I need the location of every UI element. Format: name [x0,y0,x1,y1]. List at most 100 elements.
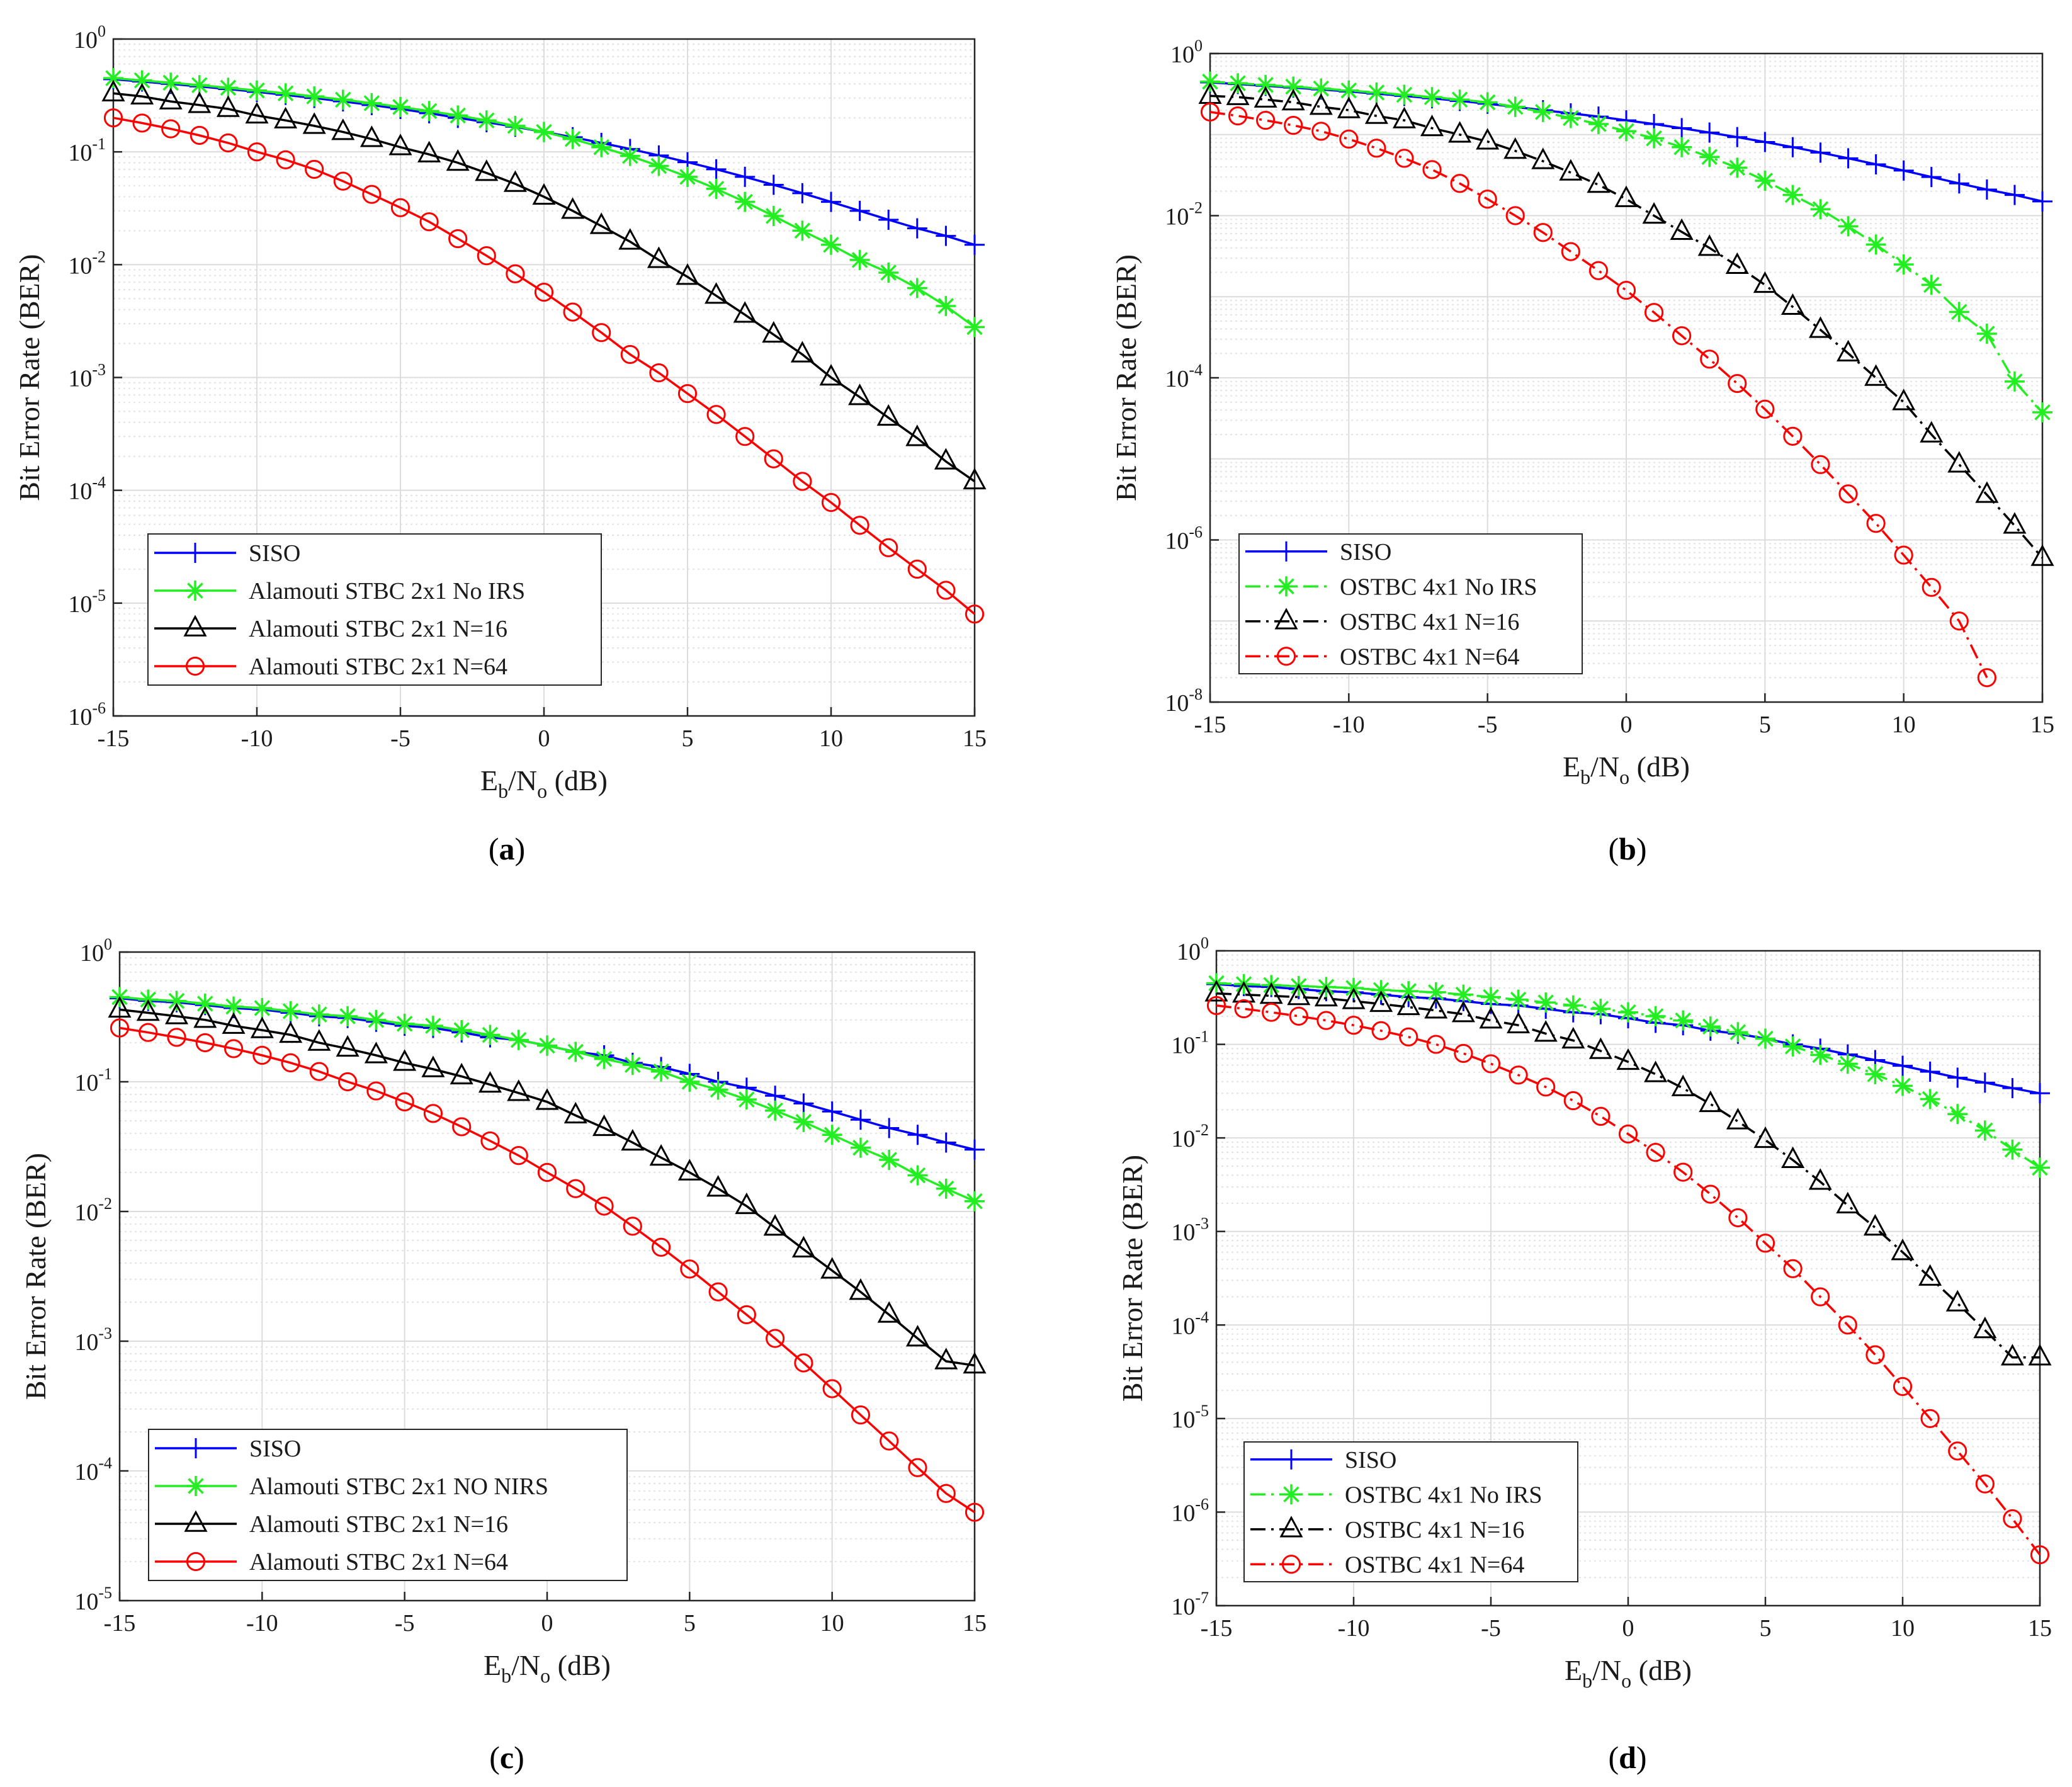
data-point [877,1301,901,1323]
data-point [159,88,183,110]
data-point [1811,455,1830,474]
data-point [2004,184,2025,205]
data-point [677,383,698,404]
data-point [190,125,209,145]
data-point [1726,1108,1750,1130]
data-point [1309,93,1333,115]
data-point [216,95,240,117]
data-point [222,1012,246,1034]
data-point [1394,84,1415,105]
legend-label: SISO [249,540,300,567]
data-point [1311,78,1332,99]
data-point [1808,316,1832,338]
legend-box [148,1429,628,1581]
data-point [388,133,412,156]
series-line [1216,1004,2041,1556]
y-axis-label: Bit Error Rate (BER) [1110,254,1142,501]
panel-caption: (c) [489,1740,524,1775]
data-point [448,105,468,126]
data-point [594,1048,614,1069]
data-point [1420,115,1444,137]
data-point [475,159,499,181]
data-point [1921,167,1942,188]
data-point [963,467,987,490]
y-tick-label: 10-6 [68,699,106,730]
data-point [647,246,671,268]
data-point [651,1061,672,1082]
data-point [450,1062,473,1085]
data-point [2030,1083,2050,1104]
data-point [622,1055,643,1075]
x-axis-label: Eb/No (dB) [480,764,608,802]
data-point [822,1125,842,1145]
data-point [1755,170,1775,191]
data-point [821,492,841,513]
y-tick-label: 10-2 [68,247,106,279]
data-point [879,1118,900,1138]
data-point [1398,981,1419,1002]
legend: SISO Alamouti STBC 2x1 No IRS Alamouti STB… [147,533,602,686]
data-point [1532,101,1553,122]
x-tick-label: 5 [1759,712,1771,738]
legend-label: Alamouti STBC 2x1 N=16 [249,616,507,642]
data-point [936,581,956,600]
data-point [1366,82,1387,103]
data-point [2032,191,2052,212]
data-point [1782,137,1803,157]
data-point [876,404,900,426]
data-point [1865,1345,1885,1364]
data-point [535,1088,559,1110]
legend-label: OSTBC 4x1 No IRS [1340,574,1537,600]
data-point [280,1001,301,1021]
data-point [792,220,813,241]
y-tick-label: 10-2 [74,1194,112,1226]
x-tick-label: -15 [1201,1615,1233,1642]
x-tick-label: 15 [2028,1615,2052,1642]
chart-panel-d: -15 -10 -5 0 5 10 15 100 10-1 10-2 10-3 10-4 10-5 10-… [1116,934,2052,1775]
data-point [1837,1053,1858,1074]
data-point [735,1192,759,1215]
data-point [706,1175,730,1197]
legend-marker [1274,608,1298,630]
data-point [965,1191,985,1211]
data-point [1645,1006,1666,1026]
legend-label: Alamouti STBC 2x1 NO NIRS [249,1473,548,1500]
data-point [1672,326,1692,346]
data-point [361,93,382,113]
data-point [566,1179,586,1198]
data-point [879,1150,900,1171]
data-point [195,993,215,1014]
data-point [1836,1191,1860,1213]
data-point [706,159,727,179]
data-point [618,228,642,250]
data-point [275,83,296,104]
data-point [589,212,613,234]
data-point [480,1131,500,1151]
data-point [735,191,756,212]
data-point [110,1018,130,1038]
data-point [1536,1077,1556,1097]
data-point [849,249,870,270]
data-point [1922,577,1941,597]
data-point [1369,990,1393,1013]
data-point [706,405,726,424]
data-point [1587,171,1611,193]
data-point [2030,1157,2050,1178]
data-point [132,113,152,133]
y-tick-label: 10-4 [1171,1308,1209,1339]
data-point [849,200,870,221]
data-point [1673,1010,1694,1031]
data-point [1591,1106,1611,1126]
data-point [1949,611,1969,631]
data-point [1508,989,1529,1010]
legend-label: SISO [249,1436,301,1462]
data-point [366,1081,386,1101]
data-point [1811,1287,1830,1307]
data-point [1697,234,1721,256]
data-point [763,206,784,227]
x-tick-label: -10 [1338,1615,1370,1642]
x-tick-label: 10 [1891,1615,1915,1642]
data-point [793,1111,814,1132]
data-point [422,1016,443,1036]
data-point [218,77,239,98]
